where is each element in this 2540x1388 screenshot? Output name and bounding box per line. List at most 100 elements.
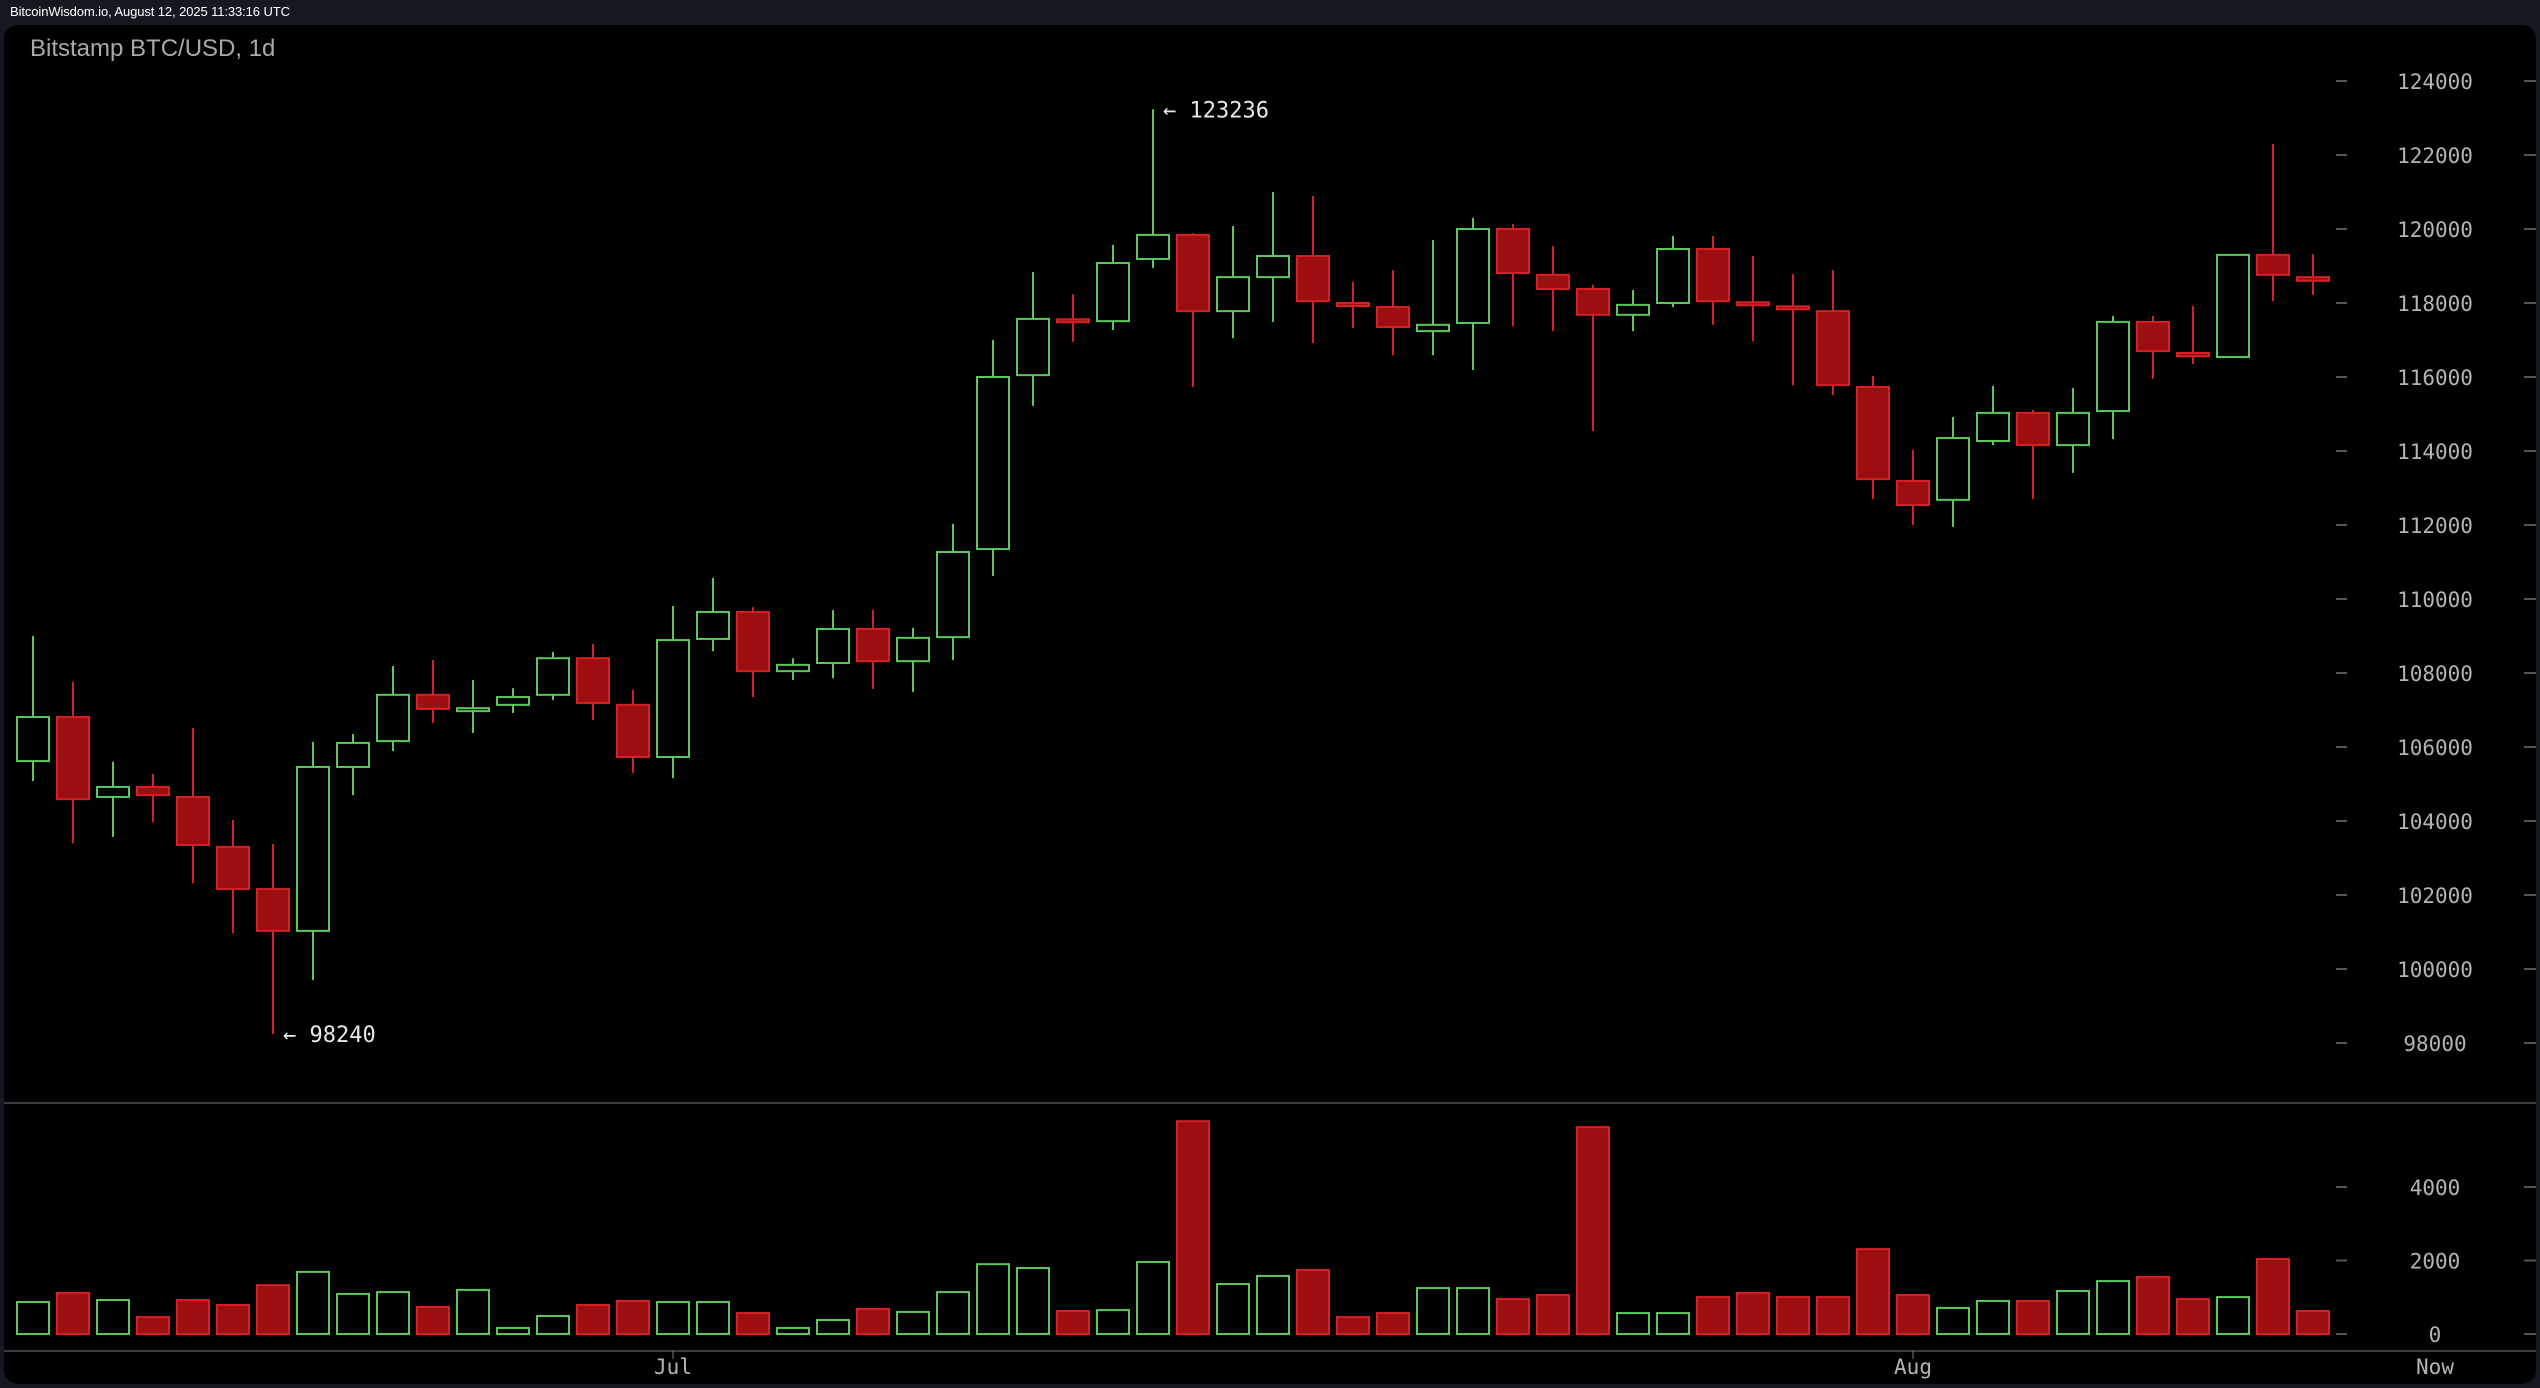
candle-body [976, 376, 1010, 551]
candle-down [2176, 305, 2210, 365]
volume-axis: 0 2000 4000 [2336, 1176, 2536, 1347]
candle-up [296, 741, 330, 981]
volume-bar [1576, 1126, 1610, 1336]
candle-body [1576, 287, 1610, 316]
volume-bar [1296, 1269, 1330, 1336]
candle-down [136, 774, 170, 823]
volume-bar [1936, 1306, 1970, 1335]
price-tick-label: 112000 [2397, 514, 2473, 538]
price-tick-label: 100000 [2397, 958, 2473, 982]
candle-up [1456, 217, 1490, 370]
candle-up [776, 658, 810, 681]
candle-down [416, 660, 450, 723]
price-tick-label: 108000 [2397, 662, 2473, 686]
volume-bar [1376, 1312, 1410, 1335]
candle-body [2016, 411, 2050, 447]
candle-body [296, 765, 330, 932]
candle-body [1656, 247, 1690, 304]
candle-up [2216, 253, 2250, 359]
price-tick-label: 98000 [2403, 1032, 2466, 1056]
candle-down [1576, 284, 1610, 432]
volume-bar [656, 1301, 690, 1335]
candle-down [2136, 315, 2170, 379]
candle-body [1616, 303, 1650, 316]
candle-down [1296, 196, 1330, 343]
time-tick-label: Jul [654, 1355, 692, 1379]
candle-body [96, 785, 130, 798]
candle-down [576, 644, 610, 720]
candle-up [1256, 192, 1290, 322]
candle-up [936, 523, 970, 661]
price-tick-label: 102000 [2397, 884, 2473, 908]
candle-down [1736, 256, 1770, 342]
candle-body [256, 888, 290, 932]
price-tick-label: 104000 [2397, 810, 2473, 834]
price-axis: 98000 100000 102000 104000 106000 108000 11000… [2336, 70, 2536, 1056]
volume-tick-label: 0 [2429, 1323, 2442, 1347]
volume-bar [1096, 1309, 1130, 1336]
price-tick-label: 122000 [2397, 144, 2473, 168]
price-tick-label: 124000 [2397, 70, 2473, 94]
volume-bar [1976, 1299, 2010, 1336]
volume-bar [576, 1303, 610, 1336]
volume-bar [1696, 1296, 1730, 1336]
volume-bar [96, 1299, 130, 1335]
extreme-price-annotation: ← 123236 [1163, 98, 1269, 123]
candle-body [1776, 305, 1810, 311]
candle-body [2176, 351, 2210, 358]
candle-body [1296, 255, 1330, 303]
candle-body [176, 795, 210, 847]
candle-up [536, 651, 570, 701]
volume-bar [2096, 1280, 2130, 1335]
price-tick-label: 116000 [2397, 366, 2473, 390]
price-tick-label: 110000 [2397, 588, 2473, 612]
candle-up [656, 606, 690, 779]
candle-down [616, 690, 650, 773]
candle-down [2256, 143, 2290, 302]
volume-bar [2216, 1296, 2250, 1336]
candle-body [696, 610, 730, 640]
candle-body [1736, 301, 1770, 307]
volume-bar [1416, 1287, 1450, 1335]
volume-bars [16, 1120, 2330, 1336]
candle-down [1856, 375, 1890, 500]
candle-body [1896, 479, 1930, 507]
time-axis: Jul Aug Now [654, 1351, 2454, 1379]
candle-up [1936, 416, 1970, 527]
candle-body [1936, 437, 1970, 501]
volume-bar [416, 1305, 450, 1336]
candle-body [736, 610, 770, 673]
candle-up [1096, 244, 1130, 331]
price-tick-label: 118000 [2397, 292, 2473, 316]
candle-body [2056, 411, 2090, 447]
candle-up [1656, 236, 1690, 308]
candle-body [2136, 320, 2170, 353]
candle-down [736, 607, 770, 698]
candle-up [496, 688, 530, 713]
candle-body [2096, 320, 2130, 413]
candle-body [1176, 233, 1210, 313]
volume-bar [1056, 1310, 1090, 1335]
candle-body [936, 551, 970, 639]
candle-down [1496, 223, 1530, 326]
candle-body [56, 716, 90, 801]
volume-bar [2136, 1276, 2170, 1335]
volume-bar [1496, 1298, 1530, 1336]
volume-bar [1736, 1292, 1770, 1336]
volume-bar [736, 1312, 770, 1335]
candle-down [216, 819, 250, 934]
volume-bar [376, 1291, 410, 1335]
candle-down [1056, 294, 1090, 342]
volume-bar [1656, 1312, 1690, 1335]
candle-body [1416, 323, 1450, 333]
candle-body [1816, 310, 1850, 387]
volume-bar [1896, 1294, 1930, 1336]
volume-bar [856, 1308, 890, 1336]
candle-body [1136, 233, 1170, 260]
candle-down [1336, 281, 1370, 329]
candle-up [96, 761, 130, 837]
extreme-price-annotation: ← 98240 [283, 1023, 376, 1048]
candlestick-chart[interactable]: 98000 100000 102000 104000 106000 108000 11000… [4, 25, 2536, 1384]
candle-body [1216, 276, 1250, 313]
candle-body [336, 741, 370, 768]
